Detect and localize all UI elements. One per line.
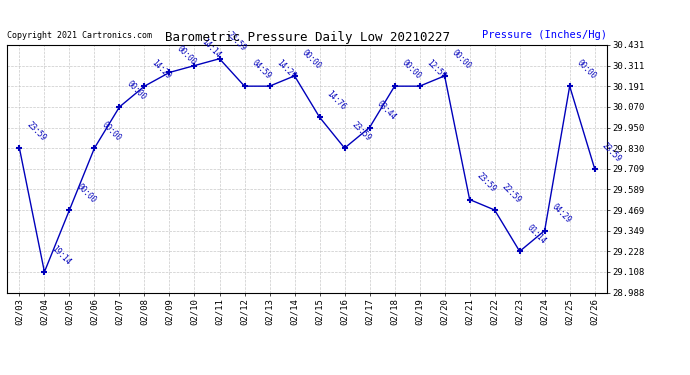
Text: 14:14: 14:14 xyxy=(200,37,223,60)
Text: 01:14: 01:14 xyxy=(525,223,548,246)
Text: 23:59: 23:59 xyxy=(600,141,623,163)
Text: 00:00: 00:00 xyxy=(75,182,98,204)
Text: 23:59: 23:59 xyxy=(350,120,373,142)
Text: 23:59: 23:59 xyxy=(225,30,248,53)
Text: 00:00: 00:00 xyxy=(400,58,423,81)
Title: Barometric Pressure Daily Low 20210227: Barometric Pressure Daily Low 20210227 xyxy=(164,31,450,44)
Text: 00:00: 00:00 xyxy=(300,48,323,70)
Text: 03:44: 03:44 xyxy=(375,99,398,122)
Text: 14:76: 14:76 xyxy=(325,89,348,112)
Text: 19:14: 19:14 xyxy=(50,244,72,266)
Text: 22:59: 22:59 xyxy=(500,182,523,204)
Text: Copyright 2021 Cartronics.com: Copyright 2021 Cartronics.com xyxy=(7,31,152,40)
Text: 00:00: 00:00 xyxy=(175,44,198,67)
Text: 14:29: 14:29 xyxy=(150,58,172,81)
Text: 23:59: 23:59 xyxy=(25,120,48,142)
Text: 04:29: 04:29 xyxy=(550,202,573,225)
Text: 00:00: 00:00 xyxy=(100,120,123,142)
Text: Pressure (Inches/Hg): Pressure (Inches/Hg) xyxy=(482,30,607,40)
Text: 12:59: 12:59 xyxy=(425,58,448,81)
Text: 04:59: 04:59 xyxy=(250,58,273,81)
Text: 14:29: 14:29 xyxy=(275,58,298,81)
Text: 00:00: 00:00 xyxy=(575,58,598,81)
Text: 00:00: 00:00 xyxy=(125,79,148,101)
Text: 23:59: 23:59 xyxy=(475,171,498,194)
Text: 00:00: 00:00 xyxy=(450,48,473,70)
